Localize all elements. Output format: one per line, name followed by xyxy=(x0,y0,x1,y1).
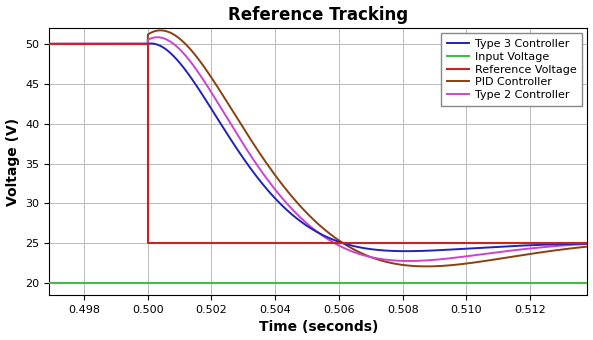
X-axis label: Time (seconds): Time (seconds) xyxy=(259,320,378,335)
PID Controller xyxy=(300,208,307,212)
Type 3 Controller xyxy=(549,242,556,246)
Type 3 Controller xyxy=(371,248,378,252)
Type 3 Controller xyxy=(584,242,591,246)
Reference Voltage xyxy=(144,42,151,46)
Line: Type 3 Controller: Type 3 Controller xyxy=(49,44,588,251)
Title: Reference Tracking: Reference Tracking xyxy=(228,5,408,23)
Line: Reference Voltage: Reference Voltage xyxy=(49,44,588,243)
Type 3 Controller xyxy=(431,248,438,252)
Type 3 Controller xyxy=(403,249,410,253)
Type 2 Controller xyxy=(549,244,556,248)
Reference Voltage xyxy=(46,42,53,46)
Type 2 Controller xyxy=(300,219,307,223)
PID Controller xyxy=(46,42,53,46)
PID Controller xyxy=(584,244,591,249)
PID Controller xyxy=(391,262,398,266)
Type 2 Controller xyxy=(180,51,187,55)
Line: Type 2 Controller: Type 2 Controller xyxy=(49,37,588,261)
Type 2 Controller xyxy=(154,35,161,39)
Y-axis label: Voltage (V): Voltage (V) xyxy=(5,117,20,206)
Reference Voltage xyxy=(584,241,591,245)
PID Controller xyxy=(423,265,430,269)
PID Controller xyxy=(431,264,438,268)
Type 3 Controller xyxy=(46,42,53,46)
PID Controller xyxy=(157,28,164,32)
Type 2 Controller xyxy=(371,256,378,260)
Type 3 Controller xyxy=(391,249,398,253)
Type 2 Controller xyxy=(46,42,53,46)
PID Controller xyxy=(180,40,187,44)
Legend: Type 3 Controller, Input Voltage, Reference Voltage, PID Controller, Type 2 Cont: Type 3 Controller, Input Voltage, Refere… xyxy=(441,33,582,106)
Type 2 Controller xyxy=(431,258,438,262)
Type 2 Controller xyxy=(405,259,412,263)
Line: PID Controller: PID Controller xyxy=(49,30,588,267)
PID Controller xyxy=(549,249,556,253)
Type 2 Controller xyxy=(391,258,398,262)
Type 3 Controller xyxy=(148,41,155,46)
Reference Voltage xyxy=(144,241,151,245)
PID Controller xyxy=(371,256,378,260)
Type 3 Controller xyxy=(300,222,307,226)
Type 3 Controller xyxy=(180,65,187,69)
Type 2 Controller xyxy=(584,242,591,246)
